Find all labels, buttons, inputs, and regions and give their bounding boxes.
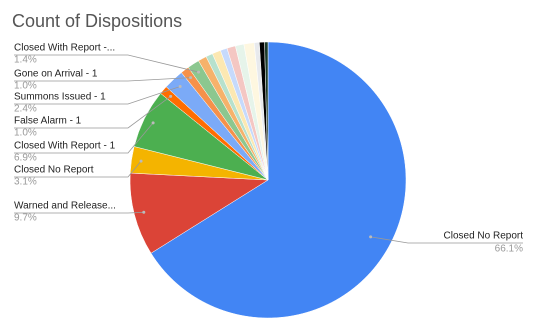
slice-value-label: 9.7% bbox=[14, 213, 37, 224]
leader-dot bbox=[151, 121, 155, 125]
pie-slice bbox=[264, 41, 269, 181]
slice-value-label: 66.1% bbox=[495, 244, 523, 255]
leader-line bbox=[14, 211, 144, 214]
slice-value-label: 6.9% bbox=[14, 153, 37, 164]
leader-line bbox=[14, 96, 171, 129]
slice-label: Closed No Report bbox=[14, 165, 94, 176]
leader-line bbox=[14, 54, 199, 73]
slice-value-label: 1.4% bbox=[14, 55, 37, 66]
slice-label: Closed With Report -... bbox=[14, 43, 115, 54]
leader-dot bbox=[169, 94, 173, 98]
slice-value-label: 1.0% bbox=[14, 81, 37, 92]
leader-dot bbox=[178, 84, 182, 88]
slice-label: Gone on Arrival - 1 bbox=[14, 69, 98, 80]
slice-label: Summons Issued - 1 bbox=[14, 92, 106, 103]
slice-label: Warned and Release... bbox=[14, 201, 116, 212]
chart-title: Count of Dispositions bbox=[12, 11, 182, 31]
slice-value-label: 3.1% bbox=[14, 177, 37, 188]
slice-label: False Alarm - 1 bbox=[14, 116, 82, 127]
slice-label: Closed With Report - 1 bbox=[14, 141, 116, 152]
leader-dot bbox=[197, 70, 201, 74]
slice-value-label: 2.4% bbox=[14, 104, 37, 115]
leader-line bbox=[14, 160, 142, 178]
slice-value-label: 1.0% bbox=[14, 128, 37, 139]
leader-dot bbox=[139, 159, 143, 163]
leader-dot bbox=[189, 76, 193, 80]
leader-line bbox=[14, 122, 154, 154]
leader-dot bbox=[142, 210, 146, 214]
leader-line bbox=[370, 236, 523, 244]
leader-line bbox=[14, 86, 181, 105]
leader-dot bbox=[369, 235, 373, 239]
leader-line bbox=[14, 77, 191, 82]
pie-slice bbox=[150, 41, 407, 319]
slice-label: Closed No Report bbox=[444, 231, 524, 242]
